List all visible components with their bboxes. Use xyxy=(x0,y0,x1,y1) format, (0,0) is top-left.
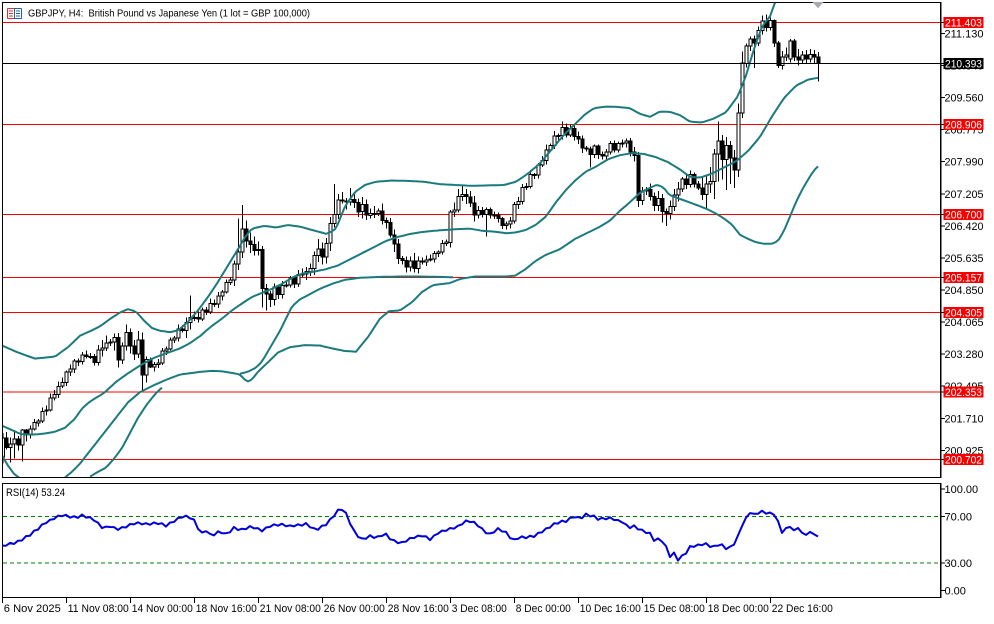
svg-text:GBPJPY, H4: British Pound vs: GBPJPY, H4: British Pound vs Japanese Ye… xyxy=(28,8,310,20)
svg-text:205.635: 205.635 xyxy=(945,253,984,265)
svg-text:200.702: 200.702 xyxy=(945,454,982,466)
svg-text:210.393: 210.393 xyxy=(945,59,982,71)
svg-text:100.00: 100.00 xyxy=(945,484,979,496)
svg-text:211.403: 211.403 xyxy=(945,17,982,29)
svg-text:28 Nov 16:00: 28 Nov 16:00 xyxy=(388,603,449,615)
svg-text:70.00: 70.00 xyxy=(945,512,973,524)
svg-text:RSI(14) 53.24: RSI(14) 53.24 xyxy=(6,487,65,499)
svg-text:206.420: 206.420 xyxy=(945,221,984,233)
svg-text:3 Dec 08:00: 3 Dec 08:00 xyxy=(452,603,507,615)
svg-text:18 Dec 00:00: 18 Dec 00:00 xyxy=(708,603,769,615)
svg-text:209.560: 209.560 xyxy=(945,93,984,105)
svg-text:202.353: 202.353 xyxy=(945,387,982,399)
svg-text:11 Nov 08:00: 11 Nov 08:00 xyxy=(68,603,129,615)
svg-text:207.990: 207.990 xyxy=(945,157,984,169)
svg-text:22 Dec 16:00: 22 Dec 16:00 xyxy=(772,603,833,615)
svg-text:208.906: 208.906 xyxy=(945,119,982,131)
svg-text:21 Nov 08:00: 21 Nov 08:00 xyxy=(260,603,321,615)
svg-text:211.130: 211.130 xyxy=(945,29,984,41)
svg-text:15 Dec 08:00: 15 Dec 08:00 xyxy=(644,603,705,615)
svg-text:206.700: 206.700 xyxy=(945,209,982,221)
svg-text:30.00: 30.00 xyxy=(945,558,973,570)
svg-text:204.305: 204.305 xyxy=(945,307,982,319)
svg-text:6 Nov 2025: 6 Nov 2025 xyxy=(4,603,61,615)
svg-text:205.157: 205.157 xyxy=(945,272,982,284)
svg-text:8 Dec 00:00: 8 Dec 00:00 xyxy=(516,603,571,615)
svg-text:201.710: 201.710 xyxy=(945,413,984,425)
svg-text:10 Dec 16:00: 10 Dec 16:00 xyxy=(580,603,641,615)
svg-text:26 Nov 00:00: 26 Nov 00:00 xyxy=(324,603,385,615)
svg-text:18 Nov 16:00: 18 Nov 16:00 xyxy=(196,603,257,615)
svg-text:204.065: 204.065 xyxy=(945,317,984,329)
svg-text:14 Nov 00:00: 14 Nov 00:00 xyxy=(132,603,193,615)
svg-text:203.280: 203.280 xyxy=(945,349,984,361)
svg-text:0.00: 0.00 xyxy=(945,586,966,598)
svg-text:204.850: 204.850 xyxy=(945,285,984,297)
svg-text:207.205: 207.205 xyxy=(945,189,984,201)
